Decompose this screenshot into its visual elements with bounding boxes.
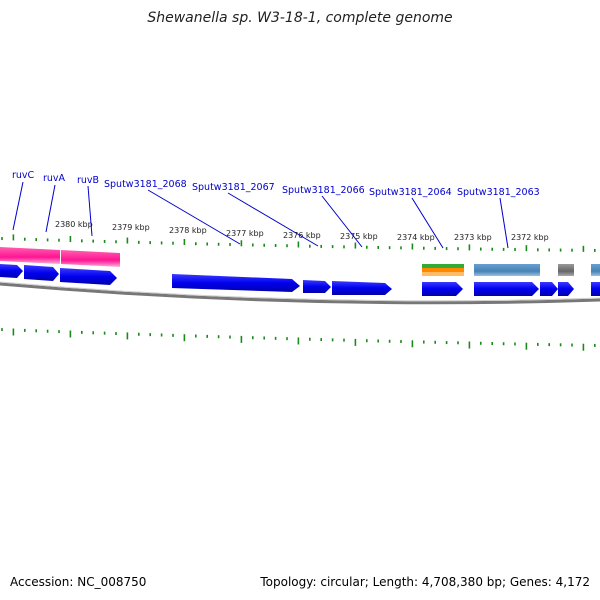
feature-orange xyxy=(422,268,464,272)
cds-arrow xyxy=(24,265,59,281)
leader-line xyxy=(321,195,363,248)
accession-text: Accession: NC_008750 xyxy=(10,575,147,589)
cds-arrow xyxy=(303,280,331,293)
leader-line xyxy=(227,192,319,247)
kbp-label: 2374 kbp xyxy=(397,233,435,242)
feature-pink xyxy=(61,250,120,267)
feature-steelblue xyxy=(591,264,600,276)
gene-label-ruvA: ruvA xyxy=(43,173,66,184)
gene-label-Sputw3181_2063: Sputw3181_2063 xyxy=(457,187,540,198)
feature-orange-light xyxy=(422,272,464,276)
cds-arrow xyxy=(540,282,558,296)
kbp-label: 2375 kbp xyxy=(340,232,378,241)
feature-green xyxy=(422,264,464,268)
genome-backbone xyxy=(0,282,600,305)
leader-line xyxy=(411,197,444,249)
topology-summary: Topology: circular; Length: 4,708,380 bp… xyxy=(260,575,590,589)
cds-arrow xyxy=(172,274,300,292)
cds-arrow xyxy=(0,264,23,278)
feature-gray xyxy=(558,264,574,276)
gene-label-Sputw3181_2064: Sputw3181_2064 xyxy=(369,187,452,198)
feature-track-cds xyxy=(0,264,600,296)
gene-label-ruvB: ruvB xyxy=(77,175,99,186)
kbp-label: 2379 kbp xyxy=(112,223,150,232)
kbp-label: 2373 kbp xyxy=(454,233,492,242)
feature-pink xyxy=(0,247,60,264)
feature-track-upper xyxy=(0,247,600,276)
leader-line xyxy=(12,181,24,231)
kbp-scale: 2380 kbp 2379 kbp 2378 kbp 2377 kbp 2376… xyxy=(55,220,549,242)
leader-line xyxy=(45,184,56,233)
feature-steelblue xyxy=(474,264,540,276)
cds-arrow xyxy=(332,281,392,295)
cds-arrow xyxy=(558,282,574,296)
leader-line xyxy=(499,197,509,249)
outer-tick-row xyxy=(1,234,596,252)
gene-labels: ruvC ruvA ruvB Sputw3181_2068 Sputw3181_… xyxy=(12,170,540,198)
kbp-label: 2377 kbp xyxy=(226,229,264,238)
gene-label-Sputw3181_2067: Sputw3181_2067 xyxy=(192,182,275,193)
genome-backbone-highlight xyxy=(0,281,600,302)
cds-arrow xyxy=(422,282,463,296)
gene-label-Sputw3181_2066: Sputw3181_2066 xyxy=(282,185,365,196)
leader-line xyxy=(87,185,93,237)
gene-label-ruvC: ruvC xyxy=(12,170,35,181)
kbp-label: 2372 kbp xyxy=(511,233,549,242)
kbp-label: 2378 kbp xyxy=(169,226,207,235)
cds-arrow xyxy=(60,268,117,285)
cds-arrow xyxy=(591,282,600,296)
kbp-label: 2376 kbp xyxy=(283,231,321,240)
label-leaders xyxy=(12,181,509,249)
map-title: Shewanella sp. W3-18-1, complete genome xyxy=(147,10,453,26)
cds-arrow xyxy=(474,282,539,296)
leader-line xyxy=(147,189,241,245)
inner-tick-row xyxy=(1,328,596,351)
gene-label-Sputw3181_2068: Sputw3181_2068 xyxy=(104,179,187,190)
kbp-label: 2380 kbp xyxy=(55,220,93,229)
